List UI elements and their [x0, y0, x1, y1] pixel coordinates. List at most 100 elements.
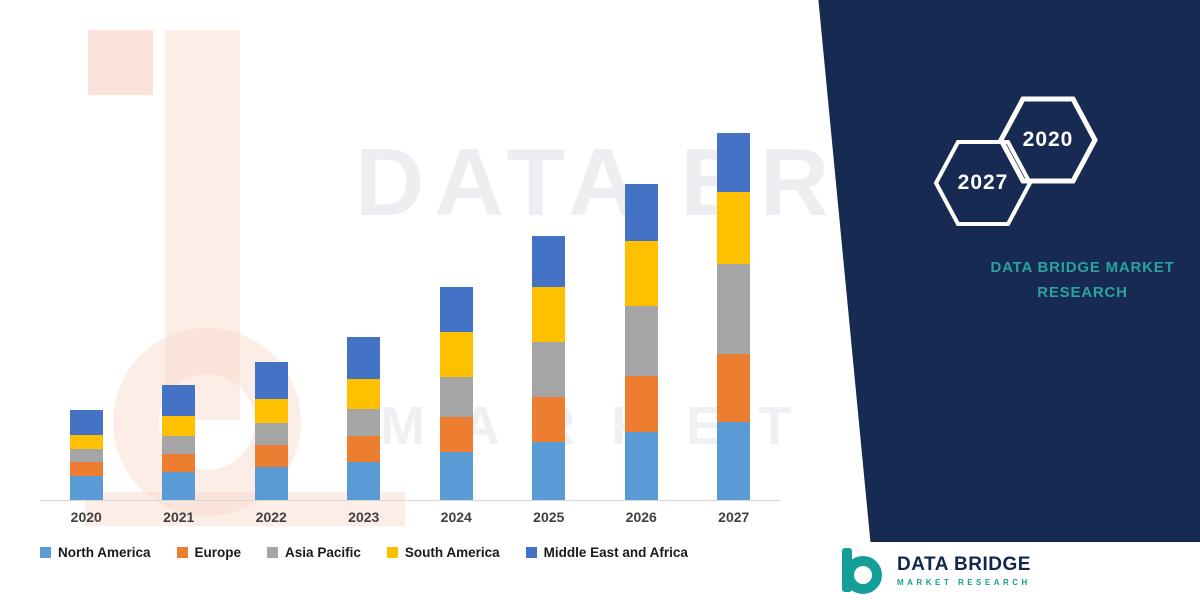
bar-segment-2021-europe	[162, 454, 196, 472]
x-axis-label-2020: 2020	[70, 509, 102, 525]
legend-swatch-icon	[386, 547, 398, 558]
legend-label: South America	[404, 545, 500, 560]
legend-swatch-icon	[40, 547, 51, 558]
bar-segment-2024-south-america	[439, 332, 473, 377]
footer-logo-tagline: MARKET RESEARCH	[897, 577, 1031, 587]
hexagon-badge-2020: 2020	[998, 96, 1098, 184]
logo-ring-shape	[844, 556, 882, 594]
bar-column-2021	[133, 385, 226, 500]
watermark-logo-square	[88, 30, 153, 95]
brand-title-line2: RESEARCH	[1037, 283, 1128, 301]
bar-segment-2026-north-america	[624, 432, 658, 500]
hexagon-badge-2027: 2027	[933, 139, 1033, 227]
bar-column-2022	[225, 362, 318, 500]
hexagon-outline-icon	[998, 96, 1098, 184]
bar-segment-2024-asia-pacific	[439, 377, 473, 417]
chart-plot-area	[40, 128, 780, 501]
bar-column-2024	[410, 287, 503, 500]
bar-segment-2020-asia-pacific	[69, 449, 103, 462]
bar-segment-2023-south-america	[347, 379, 381, 409]
bar-segment-2024-europe	[439, 417, 473, 452]
footer-logo-text: DATA BRIDGE MARKET RESEARCH	[897, 553, 1031, 588]
bar-segment-2026-middle-east-and-africa	[624, 184, 658, 241]
legend-label: North America	[58, 545, 151, 560]
bar-column-2027	[688, 133, 781, 500]
stacked-bar-2026	[624, 184, 658, 500]
bar-segment-2026-europe	[624, 376, 658, 432]
bar-segment-2025-europe	[532, 397, 566, 442]
bar-segment-2025-asia-pacific	[532, 342, 566, 397]
x-axis-label-2024: 2024	[440, 509, 472, 525]
x-axis-label-2023: 2023	[348, 509, 380, 525]
legend-label: Asia Pacific	[285, 545, 361, 560]
bar-segment-2021-north-america	[162, 472, 196, 500]
bar-segment-2027-europe	[717, 354, 751, 422]
footer-logo-name: DATA BRIDGE	[897, 553, 1031, 575]
bar-column-2020	[40, 410, 133, 500]
hexagon-year-label: 2027	[957, 171, 1009, 194]
stacked-bar-2024	[439, 287, 473, 500]
bar-segment-2023-asia-pacific	[347, 409, 381, 436]
bar-segment-2020-europe	[69, 462, 103, 476]
stacked-bar-2022	[254, 362, 288, 500]
bar-segment-2023-middle-east-and-africa	[347, 337, 381, 379]
bar-segment-2025-north-america	[532, 442, 566, 500]
bar-segment-2022-europe	[254, 445, 288, 467]
legend-swatch-icon	[176, 547, 188, 558]
bar-segment-2022-middle-east-and-africa	[254, 362, 288, 399]
brand-panel-title: DATA BRIDGE MARKET RESEARCH	[970, 256, 1195, 306]
legend-item-south-america: South America	[386, 545, 500, 560]
legend-label: Europe	[194, 545, 242, 560]
bar-segment-2022-north-america	[254, 467, 288, 500]
bar-segment-2022-asia-pacific	[254, 423, 288, 445]
x-axis-labels: 2020 2021 2022 2023 2024 2025 2026 2027	[40, 509, 780, 525]
stacked-bar-chart: 2020 2021 2022 2023 2024 2025 2026 2027 North A…	[40, 128, 780, 560]
stacked-bar-2023	[347, 337, 381, 500]
legend-swatch-icon	[525, 547, 537, 558]
bar-segment-2024-middle-east-and-africa	[439, 287, 473, 332]
legend-item-middle-east-and-africa: Middle East and Africa	[525, 545, 688, 560]
bar-segment-2020-south-america	[69, 435, 103, 449]
footer-logo-area: DATA BRIDGE MARKET RESEARCH	[820, 542, 1200, 600]
bar-segment-2026-asia-pacific	[624, 306, 658, 376]
bar-column-2026	[595, 184, 688, 500]
bar-segment-2023-europe	[347, 436, 381, 462]
x-axis-label-2025: 2025	[533, 509, 565, 525]
bar-segment-2025-middle-east-and-africa	[532, 236, 566, 287]
bar-segment-2021-south-america	[162, 416, 196, 436]
bar-segment-2020-north-america	[69, 476, 103, 500]
bar-segment-2027-asia-pacific	[717, 264, 751, 354]
bar-segment-2027-middle-east-and-africa	[717, 133, 751, 192]
bar-segment-2026-south-america	[624, 241, 658, 306]
x-axis-label-2026: 2026	[625, 509, 657, 525]
bar-segment-2027-north-america	[717, 422, 751, 500]
data-bridge-logo-icon	[842, 548, 884, 594]
legend-item-asia-pacific: Asia Pacific	[267, 545, 361, 560]
x-axis-label-2027: 2027	[718, 509, 750, 525]
chart-legend: North America Europe Asia Pacific South Ame…	[40, 545, 780, 560]
legend-item-north-america: North America	[40, 545, 151, 560]
stacked-bar-2021	[162, 385, 196, 500]
bar-segment-2021-asia-pacific	[162, 436, 196, 454]
stacked-bar-2025	[532, 236, 566, 500]
legend-swatch-icon	[267, 547, 279, 558]
brand-title-line1: DATA BRIDGE MARKET	[990, 259, 1175, 276]
x-axis-label-2021: 2021	[163, 509, 195, 525]
hexagon-year-label: 2020	[1022, 128, 1074, 151]
bar-column-2023	[318, 337, 411, 500]
stacked-bar-2020	[69, 410, 103, 500]
bar-segment-2025-south-america	[532, 287, 566, 342]
bar-segment-2021-middle-east-and-africa	[162, 385, 196, 416]
bar-segment-2020-middle-east-and-africa	[69, 410, 103, 435]
hexagon-outline-icon	[933, 140, 1033, 226]
bar-column-2025	[503, 236, 596, 500]
legend-label: Middle East and Africa	[543, 545, 688, 560]
bar-segment-2024-north-america	[439, 452, 473, 500]
bar-segment-2023-north-america	[347, 462, 381, 500]
stacked-bar-2027	[717, 133, 751, 500]
legend-item-europe: Europe	[176, 545, 242, 560]
x-axis-label-2022: 2022	[255, 509, 287, 525]
bar-segment-2022-south-america	[254, 399, 288, 423]
